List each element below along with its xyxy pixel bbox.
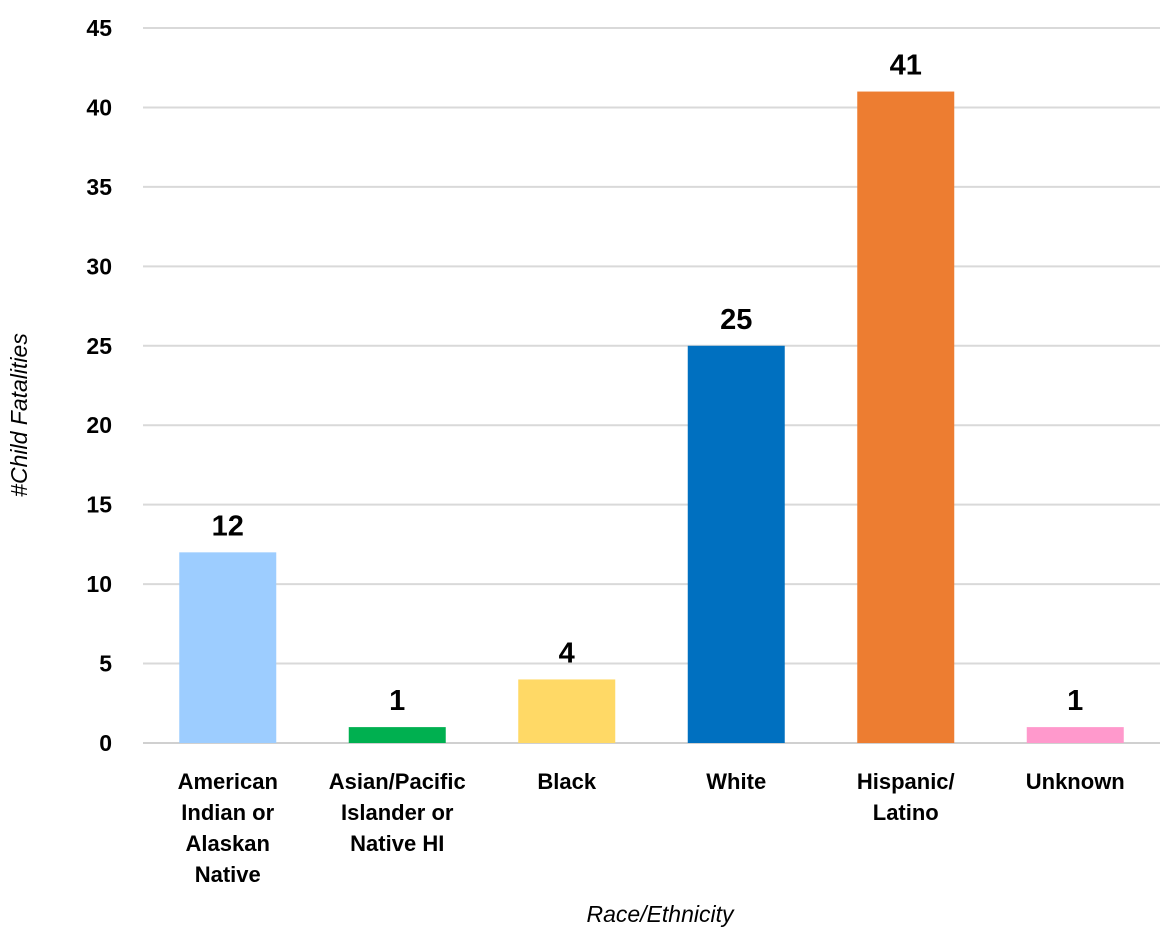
y-tick-label: 35 (86, 174, 112, 200)
x-tick-label: American Indian or Alaskan Native (178, 769, 278, 887)
x-tick-label: Asian/Pacific Islander or Native HI (329, 769, 466, 856)
x-tick-label-line: Alaskan (186, 831, 270, 856)
x-tick-label-line: Black (537, 769, 596, 794)
x-tick-label-line: Islander or (341, 800, 454, 825)
bars (179, 91, 1124, 744)
x-tick-label: White (706, 769, 766, 794)
y-tick-label: 25 (86, 333, 112, 359)
x-tick-label-line: Hispanic/ (857, 769, 955, 794)
x-tick-label-line: Latino (873, 800, 939, 825)
data-label: 41 (890, 50, 922, 82)
data-labels: 12 1 4 25 41 1 (212, 50, 1084, 718)
x-tick-label-line: Native HI (350, 831, 444, 856)
data-label: 1 (389, 685, 405, 717)
x-tick-label-line: Indian or (181, 800, 274, 825)
bar (687, 345, 785, 743)
data-label: 4 (559, 637, 575, 669)
x-tick-label: Hispanic/Latino (857, 769, 955, 825)
x-tick-label-line: American (178, 769, 278, 794)
bar (1026, 727, 1124, 743)
x-tick-label-line: Unknown (1026, 769, 1125, 794)
y-tick-label: 40 (86, 94, 112, 120)
bar (348, 727, 446, 743)
y-tick-label: 0 (99, 730, 112, 756)
y-tick-label: 10 (86, 571, 112, 597)
bar (518, 679, 616, 743)
x-axis-categories: American Indian or Alaskan Native Asian/Paci… (178, 769, 1125, 887)
y-tick-label: 45 (86, 15, 112, 41)
x-axis-title: Race/Ethnicity (586, 901, 735, 927)
x-tick-label: Unknown (1026, 769, 1125, 794)
data-label: 1 (1067, 685, 1083, 717)
x-tick-label: Black (537, 769, 596, 794)
y-tick-label: 30 (86, 253, 112, 279)
x-tick-label-line: Native (195, 862, 261, 887)
bar (857, 91, 955, 744)
gridlines (143, 27, 1160, 744)
x-tick-label-line: White (706, 769, 766, 794)
x-tick-label-line: Asian/Pacific (329, 769, 466, 794)
y-axis-title: #Child Fatalities (6, 333, 32, 497)
y-tick-label: 20 (86, 412, 112, 438)
bar (179, 552, 277, 743)
y-tick-label: 15 (86, 492, 112, 518)
data-label: 12 (212, 510, 244, 542)
y-tick-label: 5 (99, 651, 112, 677)
y-axis-ticks: 0 5 10 15 20 25 30 35 40 45 (86, 15, 112, 756)
data-label: 25 (720, 304, 752, 336)
